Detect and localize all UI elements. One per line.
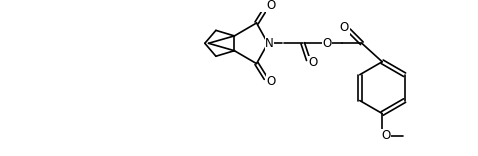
Text: O: O: [381, 129, 391, 142]
Text: O: O: [267, 0, 276, 12]
Text: O: O: [267, 75, 276, 88]
Text: O: O: [340, 21, 349, 34]
Text: O: O: [308, 56, 317, 69]
Text: N: N: [265, 37, 274, 50]
Text: O: O: [322, 37, 331, 50]
